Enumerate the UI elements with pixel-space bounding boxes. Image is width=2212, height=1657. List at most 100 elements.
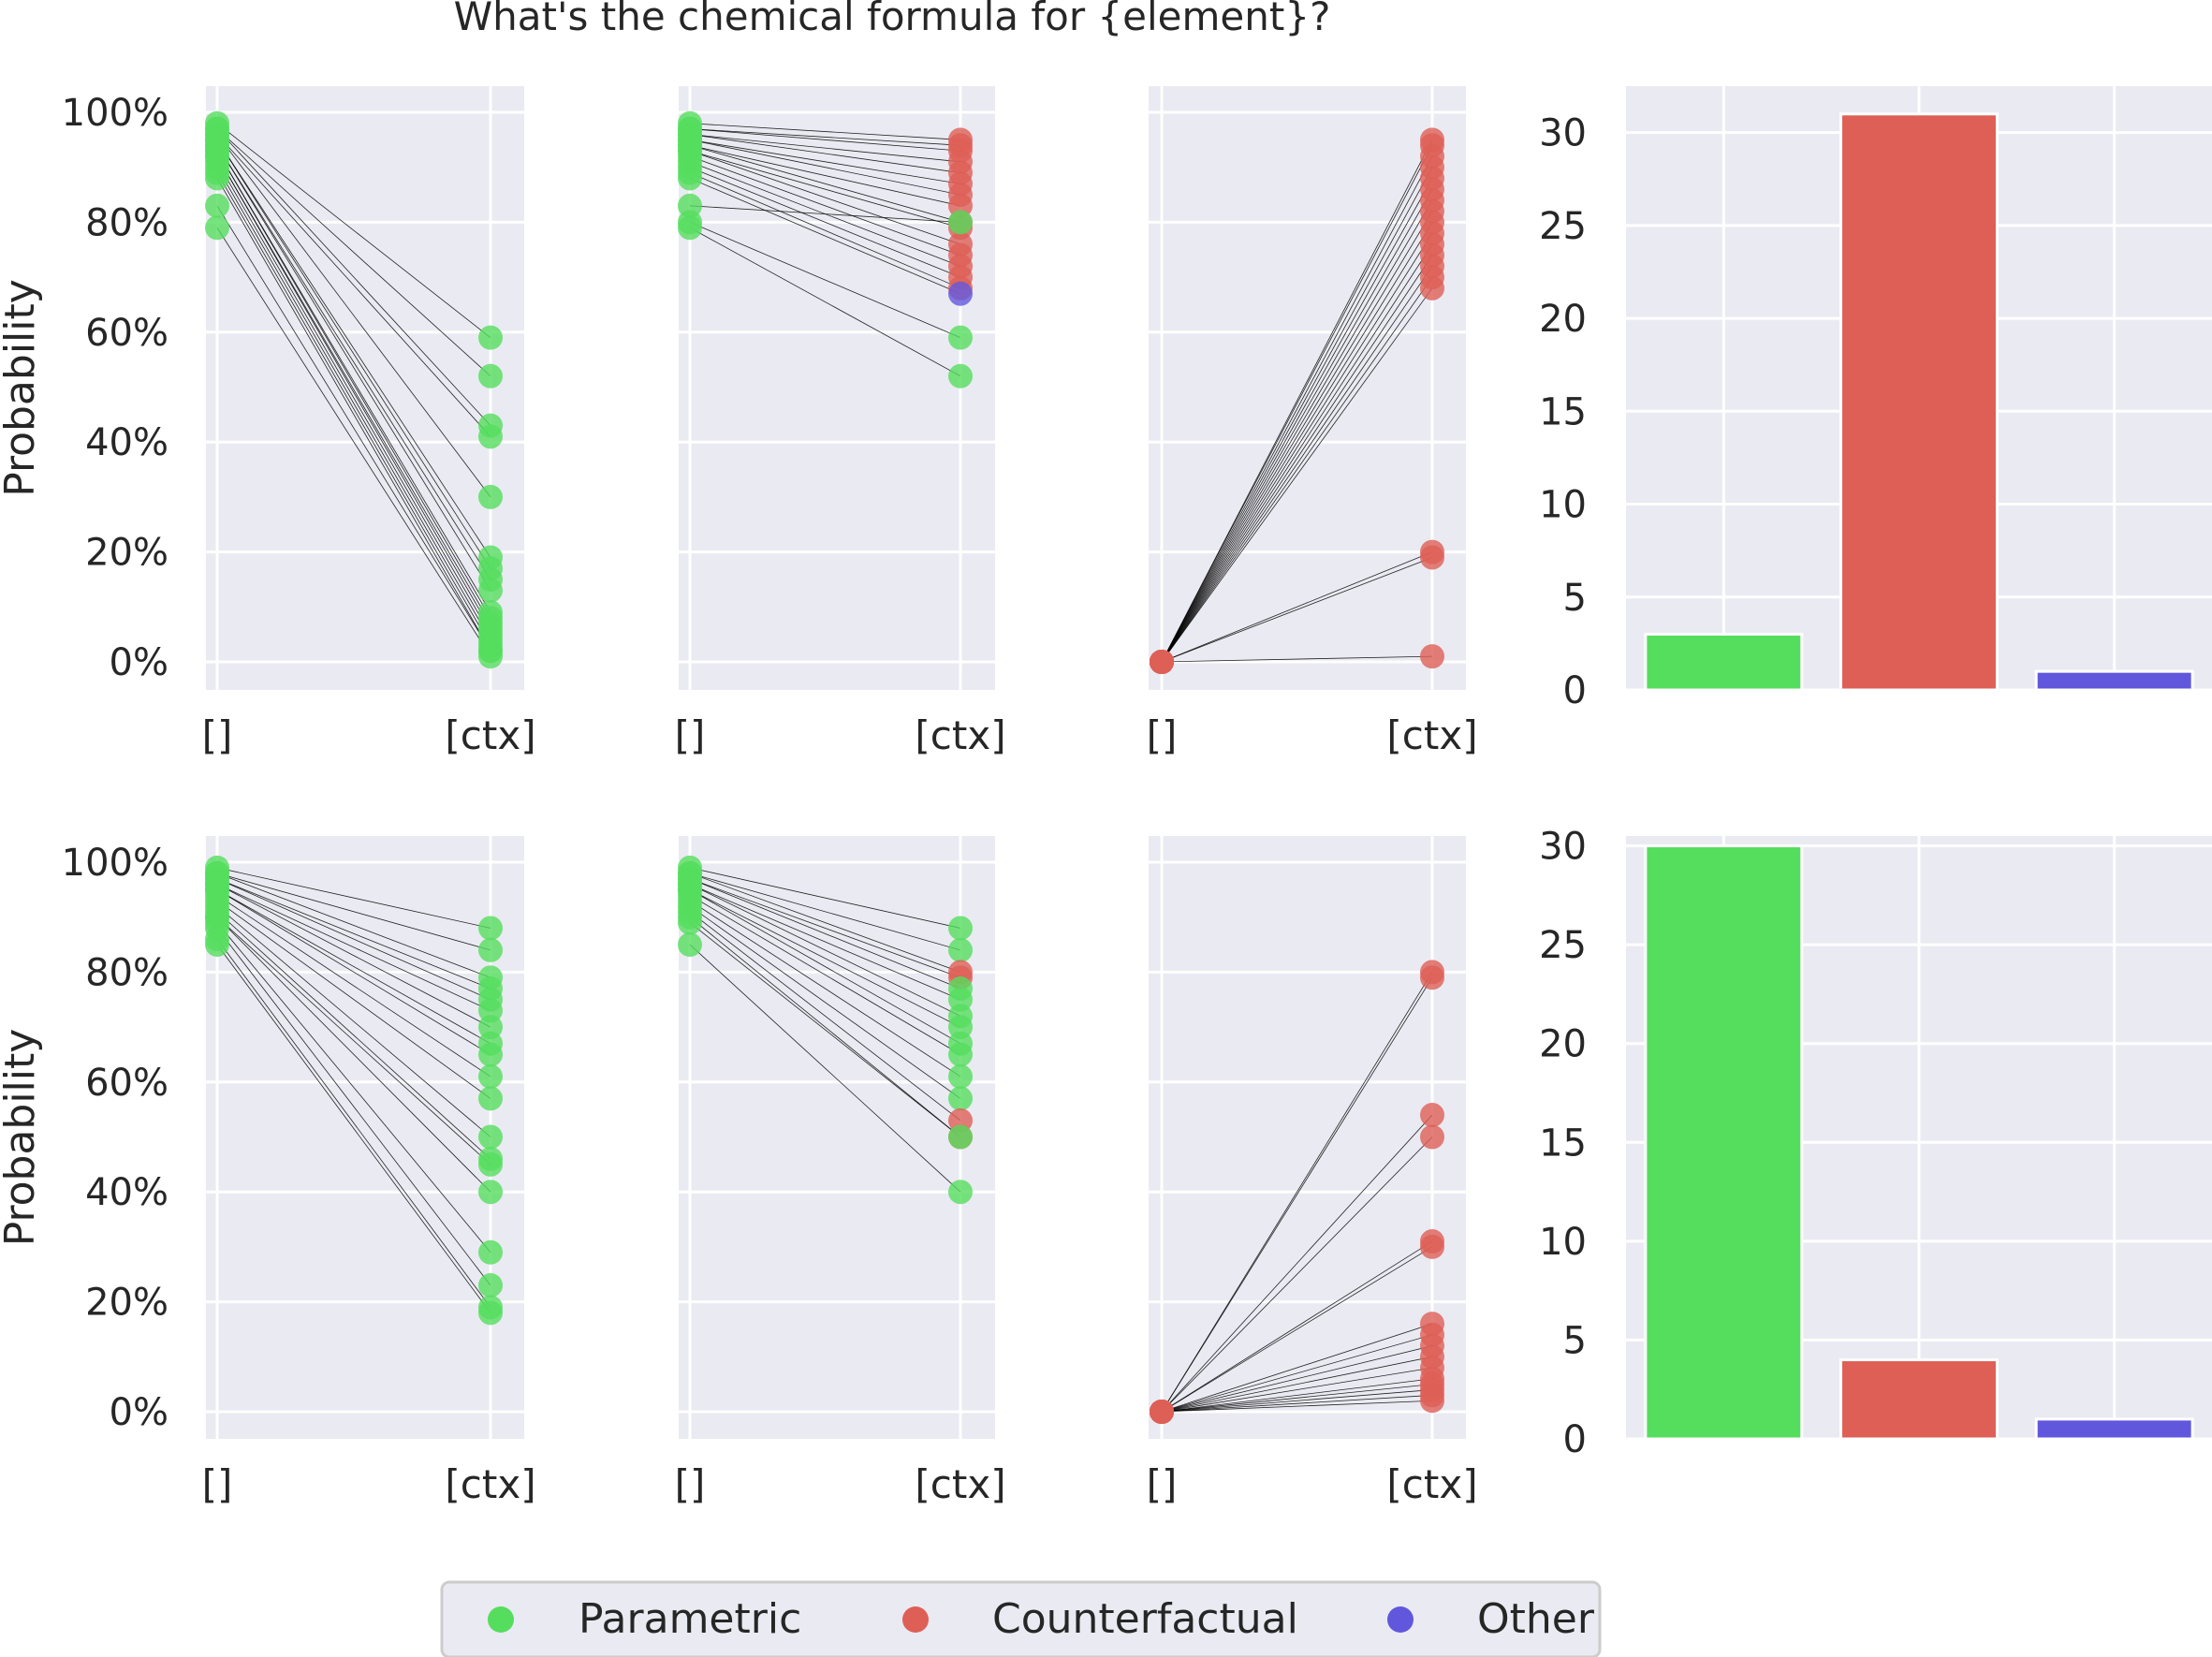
connector-line xyxy=(689,888,961,1028)
connector-line xyxy=(689,878,961,990)
connector-line xyxy=(216,867,491,929)
connector-line xyxy=(689,872,961,951)
connector-line xyxy=(216,145,491,580)
points xyxy=(1150,960,1444,1424)
points xyxy=(678,110,973,389)
connector-line xyxy=(689,922,961,1137)
legend: Parametric Counterfactual Other xyxy=(440,1580,1602,1657)
connector-line xyxy=(689,144,961,207)
point-after-parametric xyxy=(478,1180,503,1205)
point-after-parametric xyxy=(478,1086,503,1111)
point-after-parametric xyxy=(948,1063,973,1089)
point-after-parametric xyxy=(948,325,973,350)
panel-r0-c0: 0% 20% 40% 60% 80% 100% Probability [] [ctx] xyxy=(0,86,536,758)
point-after-counterfactual xyxy=(1420,545,1444,570)
connector-line xyxy=(1161,1356,1433,1413)
connector-line xyxy=(216,227,491,657)
connector-line xyxy=(1161,1136,1433,1413)
point-after-parametric xyxy=(478,325,503,350)
connector-lines xyxy=(1161,139,1433,663)
legend-label-counterfactual: Counterfactual xyxy=(992,1595,1298,1643)
point-before xyxy=(678,910,702,935)
connector-line xyxy=(1161,139,1433,663)
connector-line xyxy=(689,878,961,978)
bar-parametric xyxy=(1644,632,1804,692)
connector-line xyxy=(689,123,961,140)
point-after-parametric xyxy=(478,1272,503,1298)
connector-line xyxy=(689,128,961,152)
point-before xyxy=(205,166,229,191)
connector-line xyxy=(216,922,491,1254)
plot-area xyxy=(206,836,524,1439)
ytick-label: 0 xyxy=(1563,1418,1587,1461)
point-after-counterfactual xyxy=(1420,965,1444,990)
connector-line xyxy=(216,123,491,338)
connector-line xyxy=(689,884,961,1017)
connector-line xyxy=(1161,655,1433,663)
point-after-counterfactual xyxy=(1420,1234,1444,1259)
xtick-label: [] xyxy=(675,1461,706,1507)
chart-title: What's the chemical formula for {element… xyxy=(454,0,1331,39)
point-after-parametric xyxy=(948,1180,973,1205)
point-after-parametric xyxy=(948,1042,973,1067)
point-after-parametric xyxy=(478,1300,503,1326)
connector-line xyxy=(216,894,491,1078)
ytick-label: 60% xyxy=(85,1062,168,1105)
point-after-counterfactual xyxy=(1420,644,1444,669)
connector-line xyxy=(216,884,491,1011)
connector-line xyxy=(1161,266,1433,663)
connector-line xyxy=(689,134,961,163)
ytick-label: 25 xyxy=(1539,924,1587,967)
points xyxy=(205,855,503,1326)
connector-line xyxy=(216,900,491,1099)
point-after-counterfactual xyxy=(1420,1388,1444,1414)
plot-area xyxy=(679,836,995,1439)
connector-line xyxy=(689,889,961,1045)
point-after-parametric xyxy=(948,916,973,941)
connector-line xyxy=(1161,1345,1433,1413)
point-after-parametric xyxy=(478,484,503,509)
connector-line xyxy=(689,872,961,973)
ytick-label: 30 xyxy=(1539,826,1587,869)
point-before xyxy=(1150,650,1174,674)
connector-line xyxy=(216,938,491,1308)
xtick-label: [] xyxy=(675,712,706,758)
y-axis-label: Probability xyxy=(0,1029,44,1247)
connector-lines xyxy=(216,867,491,1313)
connector-line xyxy=(689,944,961,1193)
ytick-label: 80% xyxy=(85,951,168,994)
xtick-label: [ctx] xyxy=(915,1461,1005,1507)
connector-line xyxy=(1161,1378,1433,1413)
connector-line xyxy=(216,205,491,652)
point-after-parametric xyxy=(478,424,503,449)
ytick-label: 0 xyxy=(1563,669,1587,712)
point-before xyxy=(205,932,229,958)
ytick-label: 60% xyxy=(85,312,168,355)
connector-line xyxy=(216,878,491,990)
connector-line xyxy=(216,150,491,619)
connector-line xyxy=(1161,557,1433,663)
connector-line xyxy=(216,155,491,629)
legend-label-parametric: Parametric xyxy=(579,1595,801,1643)
xtick-label: [ctx] xyxy=(1386,1461,1477,1507)
point-after-parametric xyxy=(478,1239,503,1265)
panels: 0%20%40%60%80%100%Probability[] [ctx][] [c… xyxy=(0,86,2212,1507)
point-after-other xyxy=(948,281,973,306)
ytick-label: 15 xyxy=(1539,1122,1587,1165)
connector-line xyxy=(689,167,961,278)
connector-line xyxy=(216,167,491,640)
connector-line xyxy=(1161,1384,1433,1413)
connector-line xyxy=(216,911,491,1160)
xtick-label: [] xyxy=(202,1461,233,1507)
connector-line xyxy=(689,150,961,228)
connector-line xyxy=(1161,1246,1433,1413)
connector-line xyxy=(1161,211,1433,663)
connector-line xyxy=(1161,1323,1433,1413)
xtick-label: [ctx] xyxy=(445,1461,535,1507)
panel-r0-c1: [] [ctx] xyxy=(675,86,1006,758)
connector-line xyxy=(216,944,491,1313)
points xyxy=(678,855,973,1205)
ytick-label: 0% xyxy=(110,641,168,684)
ytick-label: 40% xyxy=(85,1171,168,1214)
point-after-parametric xyxy=(478,644,503,669)
